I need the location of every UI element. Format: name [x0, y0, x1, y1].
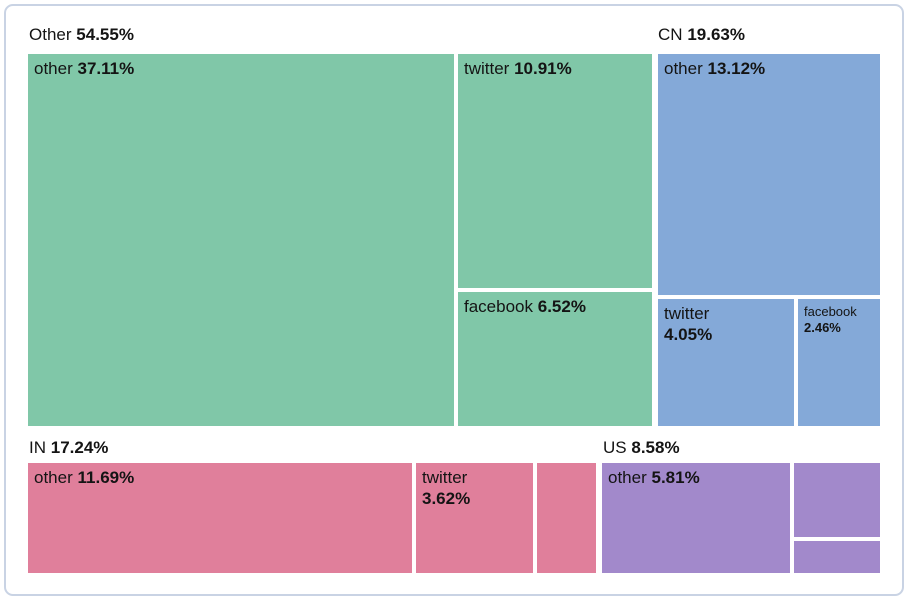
cell-name: other: [34, 468, 73, 487]
treemap-cell-in-twitter[interactable]: twitter 3.62%: [416, 463, 533, 573]
cell-value: 10.91%: [514, 59, 572, 78]
cell-name: twitter: [664, 304, 710, 323]
treemap-cell-other-other[interactable]: other 37.11%: [28, 54, 454, 426]
treemap-cell-in-other[interactable]: other 11.69%: [28, 463, 412, 573]
cell-value: 4.05%: [664, 324, 713, 344]
cell-value: 13.12%: [707, 59, 766, 78]
group-name: US: [603, 438, 627, 457]
cell-name: other: [34, 59, 73, 78]
cell-name: other: [664, 59, 703, 78]
cell-name: twitter: [422, 468, 468, 487]
group-name: IN: [29, 438, 46, 457]
cell-value: 2.46%: [804, 319, 841, 335]
group-label-in: IN 17.24%: [29, 438, 108, 458]
treemap-cell-in-unlabeled-2[interactable]: [537, 463, 596, 573]
cell-name: facebook: [804, 304, 857, 319]
treemap-cell-cn-twitter[interactable]: twitter 4.05%: [658, 299, 794, 426]
treemap-cell-cn-other[interactable]: other 13.12%: [658, 54, 880, 295]
group-label-other: Other 54.55%: [29, 25, 134, 45]
cell-name: facebook: [464, 297, 533, 316]
group-label-cn: CN 19.63%: [658, 25, 745, 45]
group-value: 54.55%: [76, 25, 134, 44]
treemap-cell-us-unlabeled-1[interactable]: [794, 463, 880, 537]
cell-name: other: [608, 468, 647, 487]
group-value: 8.58%: [631, 438, 680, 457]
group-value: 17.24%: [50, 438, 109, 457]
group-name: Other: [29, 25, 72, 44]
cell-name: twitter: [464, 59, 510, 78]
cell-value: 6.52%: [537, 297, 586, 316]
cell-value: 11.69%: [77, 468, 135, 487]
cell-value: 5.81%: [651, 468, 700, 487]
treemap-cell-other-twitter[interactable]: twitter 10.91%: [458, 54, 652, 288]
cell-value: 3.62%: [422, 488, 471, 508]
group-label-us: US 8.58%: [603, 438, 680, 458]
cell-value: 37.11%: [77, 59, 135, 78]
treemap-cell-other-facebook[interactable]: facebook 6.52%: [458, 292, 652, 426]
group-name: CN: [658, 25, 683, 44]
treemap-cell-cn-facebook[interactable]: facebook 2.46%: [798, 299, 880, 426]
treemap-cell-us-unlabeled-2[interactable]: [794, 541, 880, 573]
treemap-cell-us-other[interactable]: other 5.81%: [602, 463, 790, 573]
group-value: 19.63%: [687, 25, 745, 44]
